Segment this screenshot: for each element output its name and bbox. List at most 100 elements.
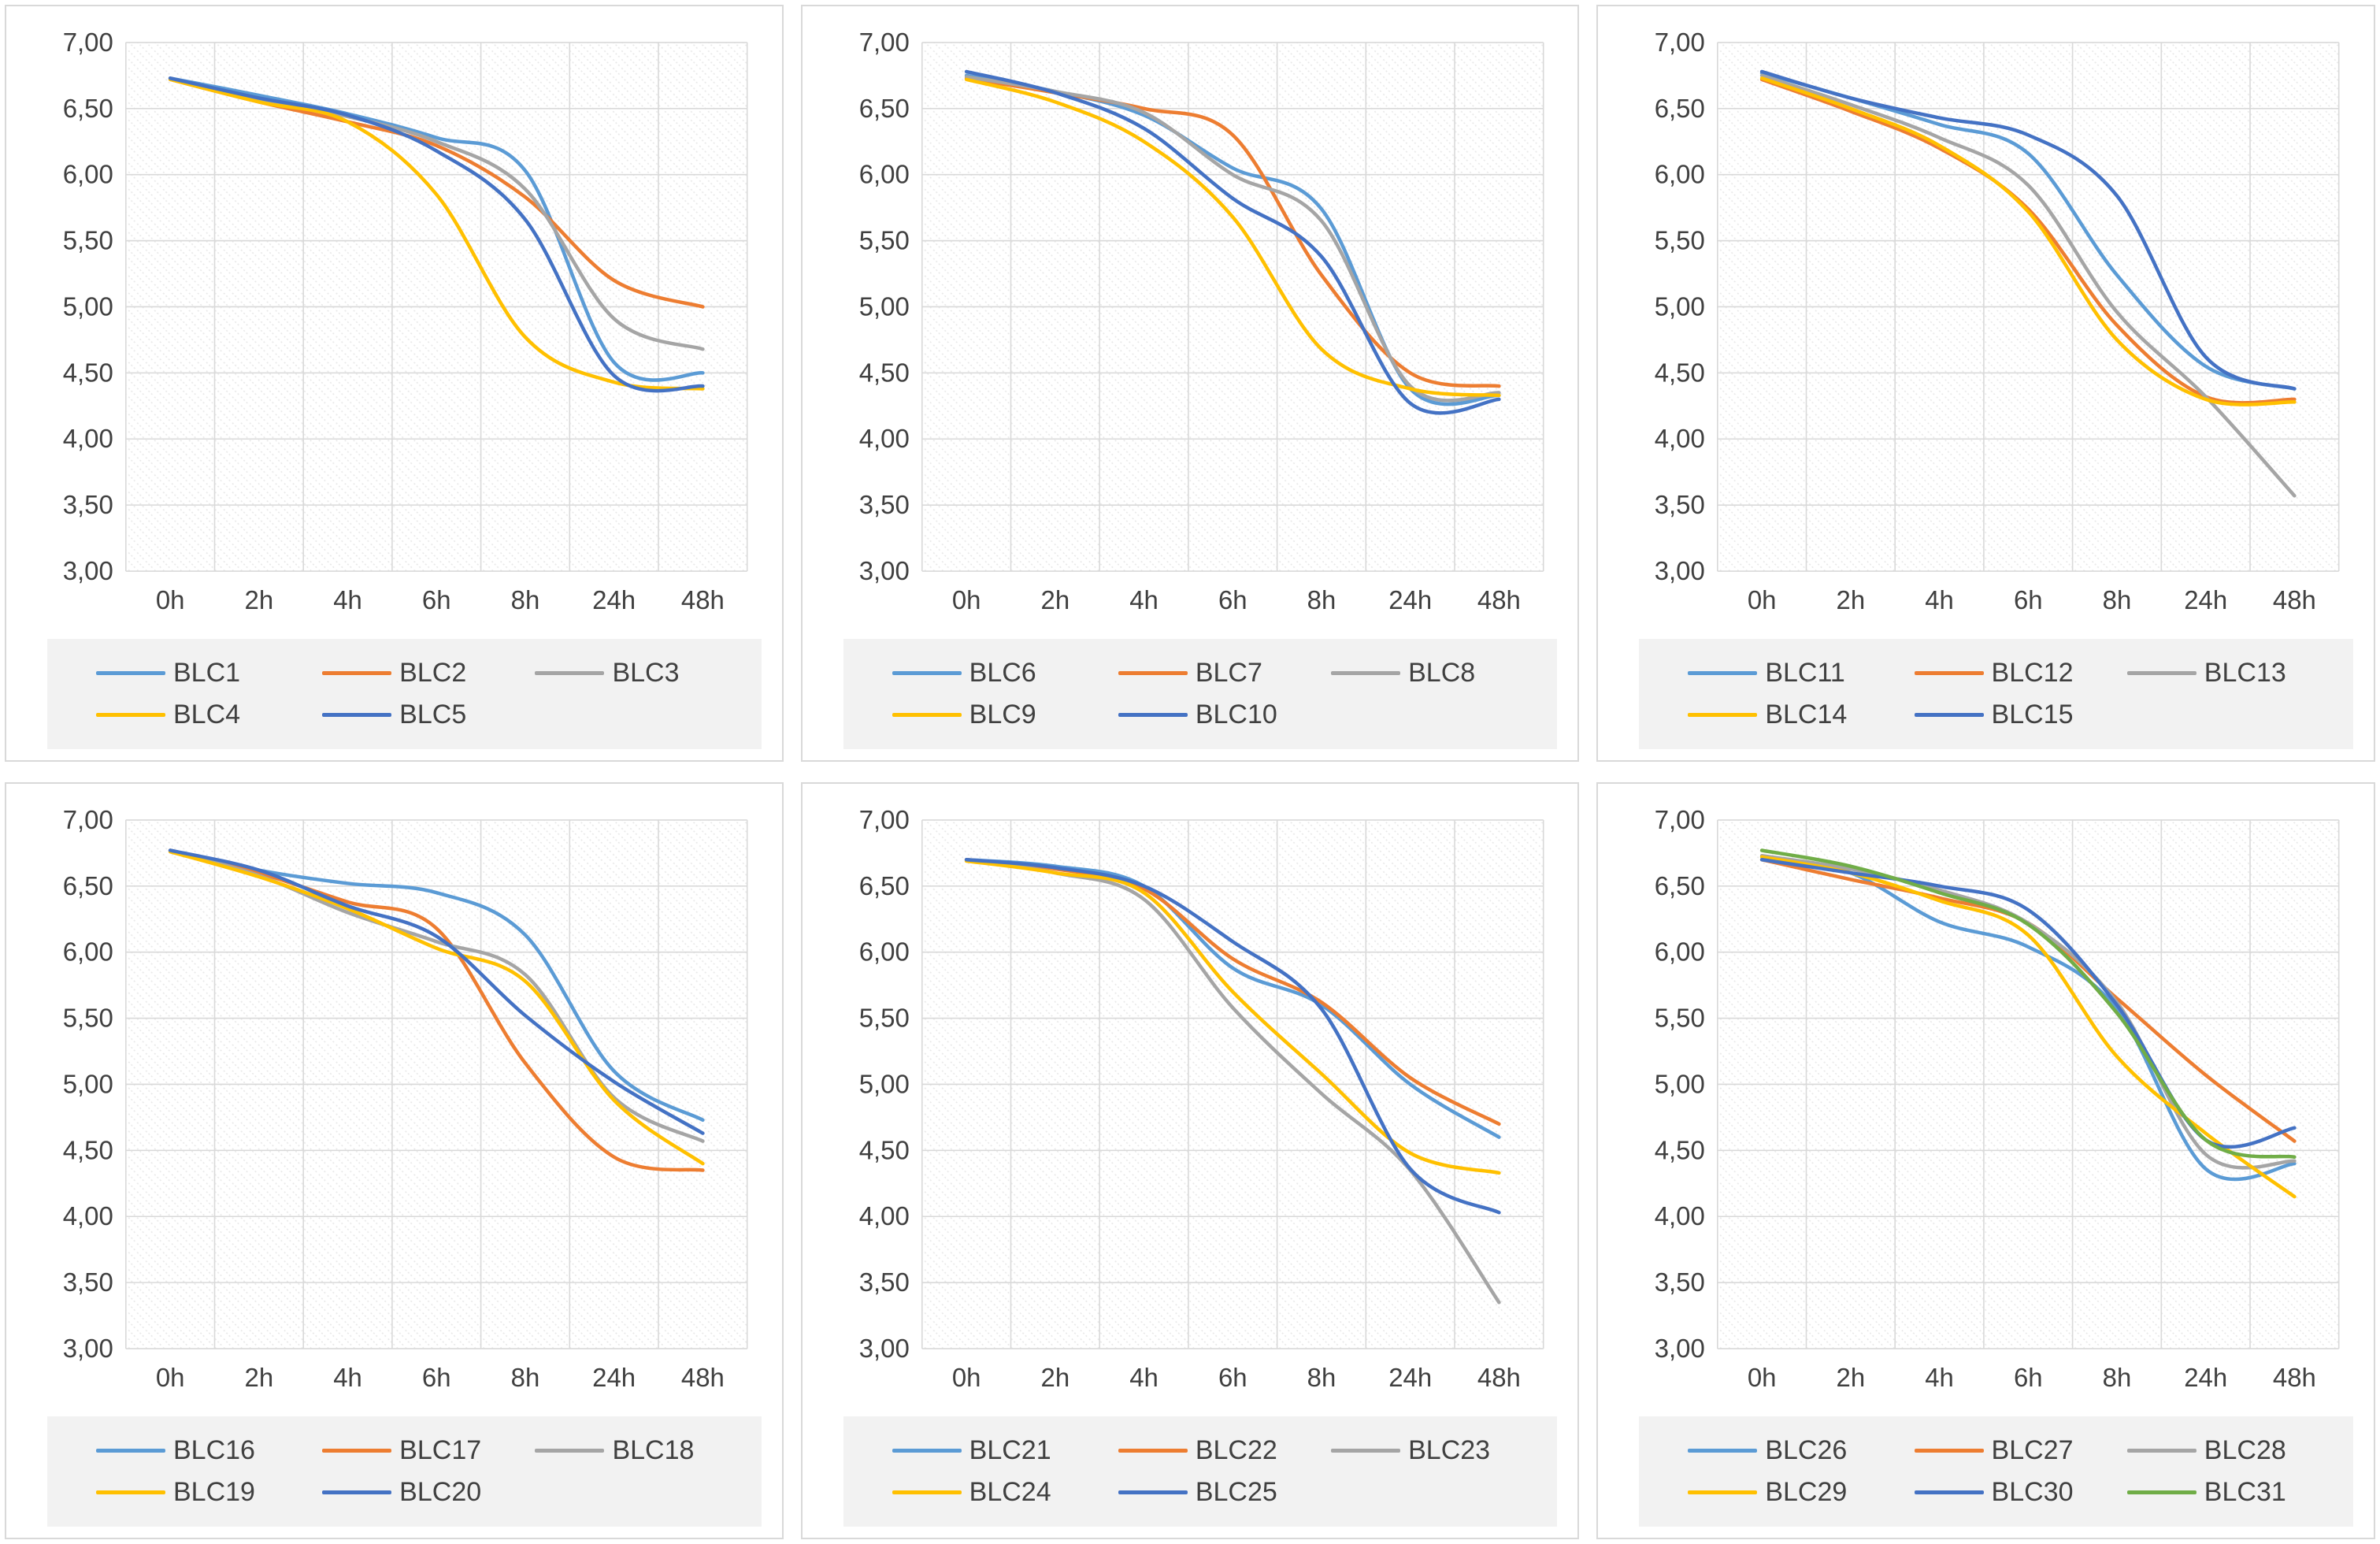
legend-swatch-orange [1914,1448,1984,1453]
legend-item-BLC13: BLC13 [2126,658,2353,688]
legend-swatch-gold [96,713,165,718]
x-axis-tick-labels: 0h 2h 4h 6h 8h 24h 48h [156,1363,725,1392]
y-tick-label: 4,00 [63,1201,113,1230]
x-tick-label: 0h [951,1363,981,1392]
x-tick-label: 48h [2273,585,2316,614]
series-line-BLC24 [964,859,1501,1175]
y-tick-label: 5,50 [858,226,909,255]
series-line-BLC25 [964,858,1501,1215]
legend-label: BLC8 [1408,657,1476,688]
chart-5-legend: BLC21 BLC22 BLC23 BLC24 BLC25 [843,1416,1558,1527]
legend-item-BLC17: BLC17 [322,1435,535,1465]
legend-swatch-orange [322,670,392,675]
series-lines [168,76,705,393]
legend-item-BLC3: BLC3 [535,657,761,688]
series-line-BLC19 [168,849,705,1166]
legend-label: BLC11 [1765,657,1845,688]
y-axis-tick-labels: 7,00 6,50 6,00 5,50 5,00 4,50 4,00 3,50 3,00 [858,28,909,585]
legend-swatch-light-blue [892,670,962,675]
legend-item-BLC24: BLC24 [892,1476,1118,1507]
legend-swatch-light-blue [96,670,165,675]
legend-label: BLC29 [1765,1476,1848,1507]
y-tick-label: 4,00 [858,424,909,453]
x-tick-label: 4h [333,1363,362,1392]
legend-swatch-light-blue [1688,1448,1758,1453]
legend-item-BLC14: BLC14 [1688,700,1914,729]
series-line-BLC4 [168,77,705,391]
y-tick-label: 4,50 [1655,1135,1705,1164]
x-axis-tick-labels: 0h 2h 4h 6h 8h 24h 48h [1748,585,2316,614]
legend-label: BLC5 [399,699,467,729]
y-tick-label: 5,50 [858,1004,909,1033]
chart-panel-3: 7,00 6,50 6,00 5,50 5,00 4,50 4,00 3,50 3,00 0h 2h… [1596,5,2375,762]
x-tick-label: 8h [511,1363,540,1392]
legend-swatch-light-blue [1688,670,1758,675]
legend-swatch-orange [1118,670,1188,675]
x-tick-label: 8h [2103,1363,2132,1392]
legend-label: BLC24 [969,1476,1051,1507]
legend-item-BLC22: BLC22 [1118,1435,1331,1465]
y-tick-label: 6,00 [63,937,113,967]
legend-item-BLC9: BLC9 [892,700,1118,729]
legend-swatch-orange [1914,670,1984,675]
legend-label: BLC23 [1408,1435,1491,1465]
x-tick-label: 4h [1129,1363,1158,1392]
legend-label: BLC3 [612,657,680,688]
legend-label: BLC25 [1195,1476,1277,1507]
y-tick-label: 4,00 [63,424,113,453]
y-tick-label: 3,00 [858,556,909,585]
series-line-BLC31 [1760,848,2297,1160]
legend-item-BLC26: BLC26 [1688,1435,1914,1465]
x-axis-tick-labels: 0h 2h 4h 6h 8h 24h 48h [156,585,725,614]
legend-label: BLC20 [399,1476,482,1507]
x-tick-label: 0h [156,1363,185,1392]
y-tick-label: 6,50 [1655,871,1705,900]
y-tick-label: 6,00 [63,160,113,189]
x-tick-label: 48h [2273,1363,2316,1392]
series-line-BLC28 [1760,854,2297,1170]
legend-item-BLC4: BLC4 [96,700,322,729]
y-tick-label: 3,00 [63,556,113,585]
legend-item-BLC18: BLC18 [535,1435,761,1465]
legend-label: BLC30 [1991,1476,2074,1507]
y-tick-label: 4,00 [858,1201,909,1230]
gridlines [921,819,1544,1349]
y-tick-label: 6,00 [1655,160,1705,189]
x-tick-label: 8h [1307,585,1336,614]
y-tick-label: 7,00 [1655,805,1705,834]
series-line-BLC1 [168,76,705,382]
chart-2-plot: 7,00 6,50 6,00 5,50 5,00 4,50 4,00 3,50 3,00 0h 2h… [858,28,1544,614]
y-tick-label: 4,50 [63,358,113,387]
legend-label: BLC22 [1195,1435,1277,1465]
y-tick-label: 5,00 [1655,291,1705,321]
x-tick-label: 0h [951,585,981,614]
y-tick-label: 5,50 [63,1004,113,1033]
series-lines [964,69,1501,415]
x-tick-label: 6h [2014,585,2043,614]
legend-item-BLC10: BLC10 [1118,700,1331,729]
gridlines [124,819,748,1349]
chart-4-legend: BLC16 BLC17 BLC18 BLC19 BLC20 [47,1416,762,1527]
y-tick-label: 6,50 [63,94,113,123]
x-tick-label: 24h [592,1363,636,1392]
legend-label: BLC28 [2204,1435,2286,1465]
y-tick-label: 3,50 [63,490,113,519]
legend-swatch-orange [322,1448,392,1453]
chart-5-plot: 7,00 6,50 6,00 5,50 5,00 4,50 4,00 3,50 3,00 0h 2h… [858,805,1544,1392]
series-lines [168,848,705,1172]
legend-item-BLC30: BLC30 [1914,1476,2127,1507]
x-tick-label: 24h [1388,585,1432,614]
y-tick-label: 5,00 [1655,1069,1705,1098]
legend-label: BLC17 [399,1435,482,1465]
legend-label: BLC31 [2204,1476,2286,1507]
x-axis-tick-labels: 0h 2h 4h 6h 8h 24h 48h [951,585,1520,614]
x-tick-label: 6h [1218,585,1247,614]
x-tick-label: 48h [681,585,725,614]
legend-swatch-gold [892,1490,962,1495]
y-tick-label: 4,50 [858,1135,909,1164]
x-tick-label: 2h [1837,585,1866,614]
series-line-BLC5 [168,76,705,393]
y-tick-label: 6,00 [858,937,909,967]
legend-label: BLC14 [1765,699,1848,729]
chart-3-plot: 7,00 6,50 6,00 5,50 5,00 4,50 4,00 3,50 3,00 0h 2h… [1655,28,2340,614]
